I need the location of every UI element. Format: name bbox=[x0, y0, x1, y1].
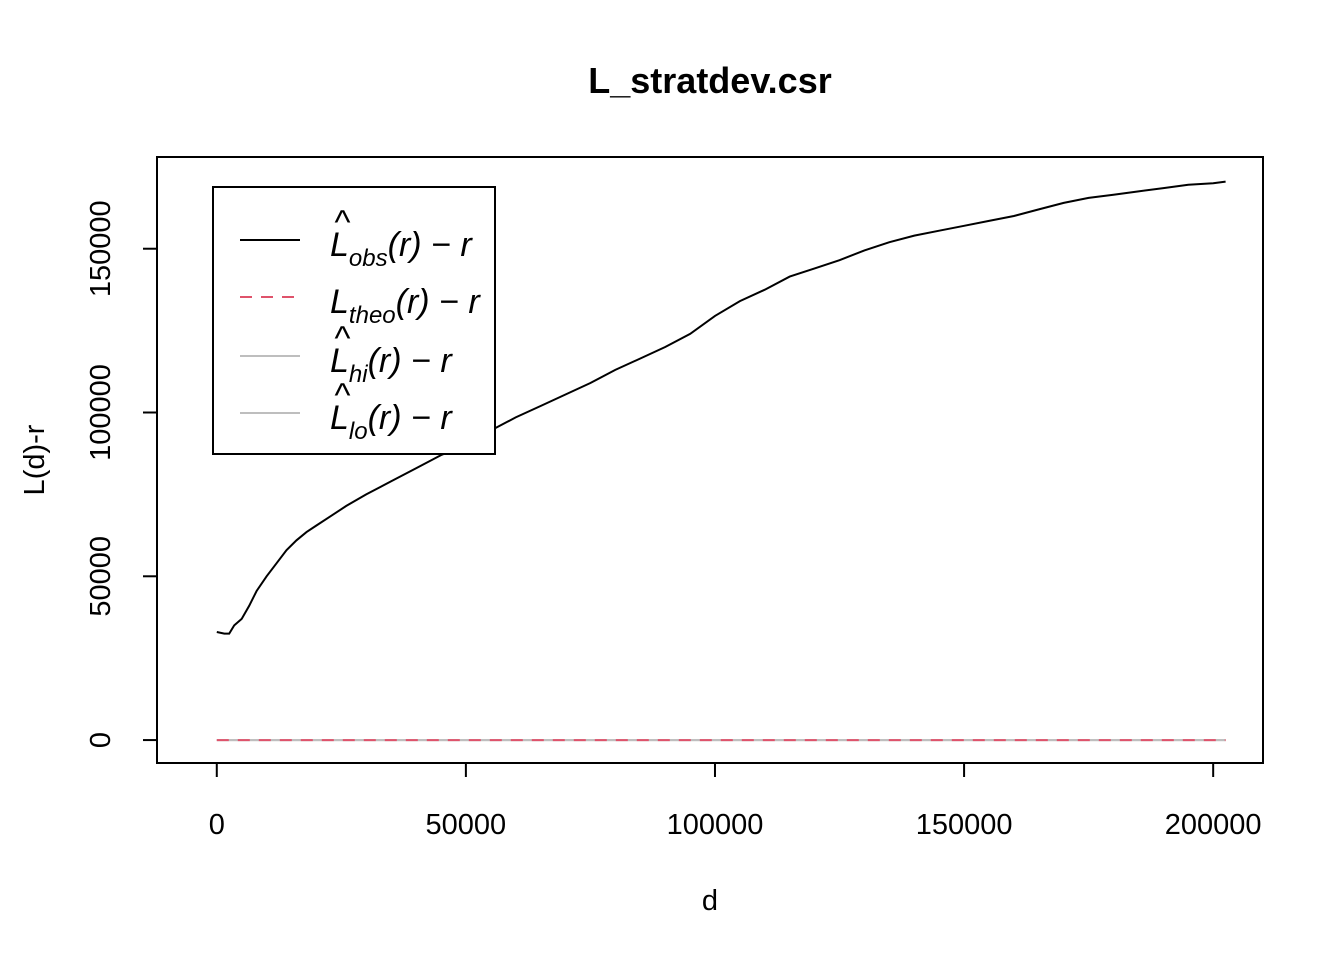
x-axis-label: d bbox=[702, 885, 718, 917]
x-tick-label: 200000 bbox=[1165, 809, 1262, 841]
legend-label: Ltheo(r) − r bbox=[330, 283, 481, 329]
x-tick-label: 150000 bbox=[916, 809, 1013, 841]
x-tick-label: 50000 bbox=[426, 809, 507, 841]
x-tick-label: 0 bbox=[209, 809, 225, 841]
y-tick-label: 50000 bbox=[85, 536, 117, 617]
legend-label: Llo(r) − r bbox=[330, 399, 453, 445]
chart-title: L_stratdev.csr bbox=[588, 60, 831, 101]
legend-entry-3: Llo(r) − r^ bbox=[240, 377, 453, 445]
y-tick-label: 150000 bbox=[85, 200, 117, 297]
legend-entry-0: Lobs(r) − r^ bbox=[240, 204, 473, 272]
y-tick-label: 0 bbox=[85, 732, 117, 748]
legend-hat-accent: ^ bbox=[334, 320, 351, 358]
x-axis: 0 50000 100000 150000 200000 bbox=[209, 762, 1262, 841]
series-line-0 bbox=[216, 180, 1226, 635]
legend-entry-1: Ltheo(r) − r bbox=[240, 283, 481, 329]
legend-label: Lobs(r) − r bbox=[330, 226, 473, 272]
y-axis: 0 50000 100000 150000 bbox=[85, 200, 158, 748]
legend-box bbox=[212, 186, 496, 455]
legend-entry-2: Lhi(r) − r^ bbox=[240, 320, 453, 388]
legend-hat-accent: ^ bbox=[334, 377, 351, 415]
y-tick-label: 100000 bbox=[85, 364, 117, 461]
legend-label: Lhi(r) − r bbox=[330, 342, 453, 388]
legend-hat-accent: ^ bbox=[334, 204, 351, 242]
series-layer bbox=[216, 180, 1226, 742]
y-axis-label: L(d)-r bbox=[19, 424, 51, 495]
x-tick-label: 100000 bbox=[667, 809, 764, 841]
